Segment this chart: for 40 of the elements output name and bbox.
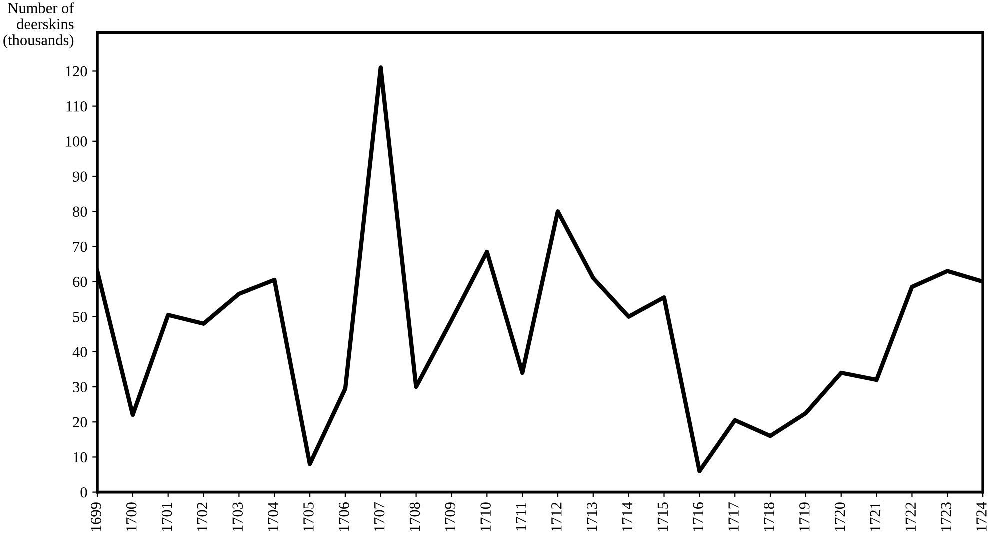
y-tick-label: 50 xyxy=(73,312,88,322)
x-tick-label: 1716 xyxy=(693,502,704,532)
x-tick-label: 1699 xyxy=(91,502,102,532)
x-tick-label: 1715 xyxy=(658,502,668,532)
y-tick-label: 120 xyxy=(66,66,88,77)
x-tick-label: 1700 xyxy=(126,502,137,532)
x-tick-label: 1706 xyxy=(338,502,350,532)
x-tick-label: 1712 xyxy=(552,502,562,532)
y-tick-label: 100 xyxy=(66,136,88,147)
y-tick-label: 80 xyxy=(73,206,88,218)
x-tick-label: 1717 xyxy=(728,502,739,532)
x-tick-label: 1710 xyxy=(480,502,491,532)
y-tick-label: 70 xyxy=(74,242,88,252)
x-tick-label: 1721 xyxy=(870,502,880,532)
x-tick-label: 1720 xyxy=(834,502,846,532)
x-tick-label: 1719 xyxy=(800,502,810,532)
x-tick-label: 1713 xyxy=(586,502,598,532)
y-axis-title: Number of deerskins (thousands) xyxy=(4,2,74,49)
x-tick-label: 1704 xyxy=(268,502,278,532)
x-tick-label: 1714 xyxy=(622,502,633,532)
x-tick-label: 1702 xyxy=(197,502,208,532)
y-tick-label: 10 xyxy=(74,452,88,463)
y-tick-label: 20 xyxy=(73,417,88,428)
y-tick-label: 110 xyxy=(66,101,88,112)
y-tick-label: 60 xyxy=(73,276,88,288)
x-tick-label: 1703 xyxy=(232,502,244,532)
x-tick-label: 1701 xyxy=(162,502,172,532)
y-tick-label: 90 xyxy=(73,172,88,182)
x-tick-label: 1723 xyxy=(941,502,952,532)
x-tick-label: 1724 xyxy=(976,502,987,532)
x-tick-label: 1708 xyxy=(410,502,420,532)
y-tick-label: 40 xyxy=(72,347,88,358)
y-tick-label: 0 xyxy=(80,487,88,498)
x-tick-label: 1718 xyxy=(764,502,774,532)
x-tick-label: 1707 xyxy=(374,502,385,532)
x-tick-label: 1709 xyxy=(445,502,456,532)
y-tick-label: 30 xyxy=(73,382,88,392)
x-tick-label: 1705 xyxy=(304,502,314,532)
x-tick-label: 1711 xyxy=(516,502,526,531)
x-tick-label: 1722 xyxy=(906,502,916,532)
